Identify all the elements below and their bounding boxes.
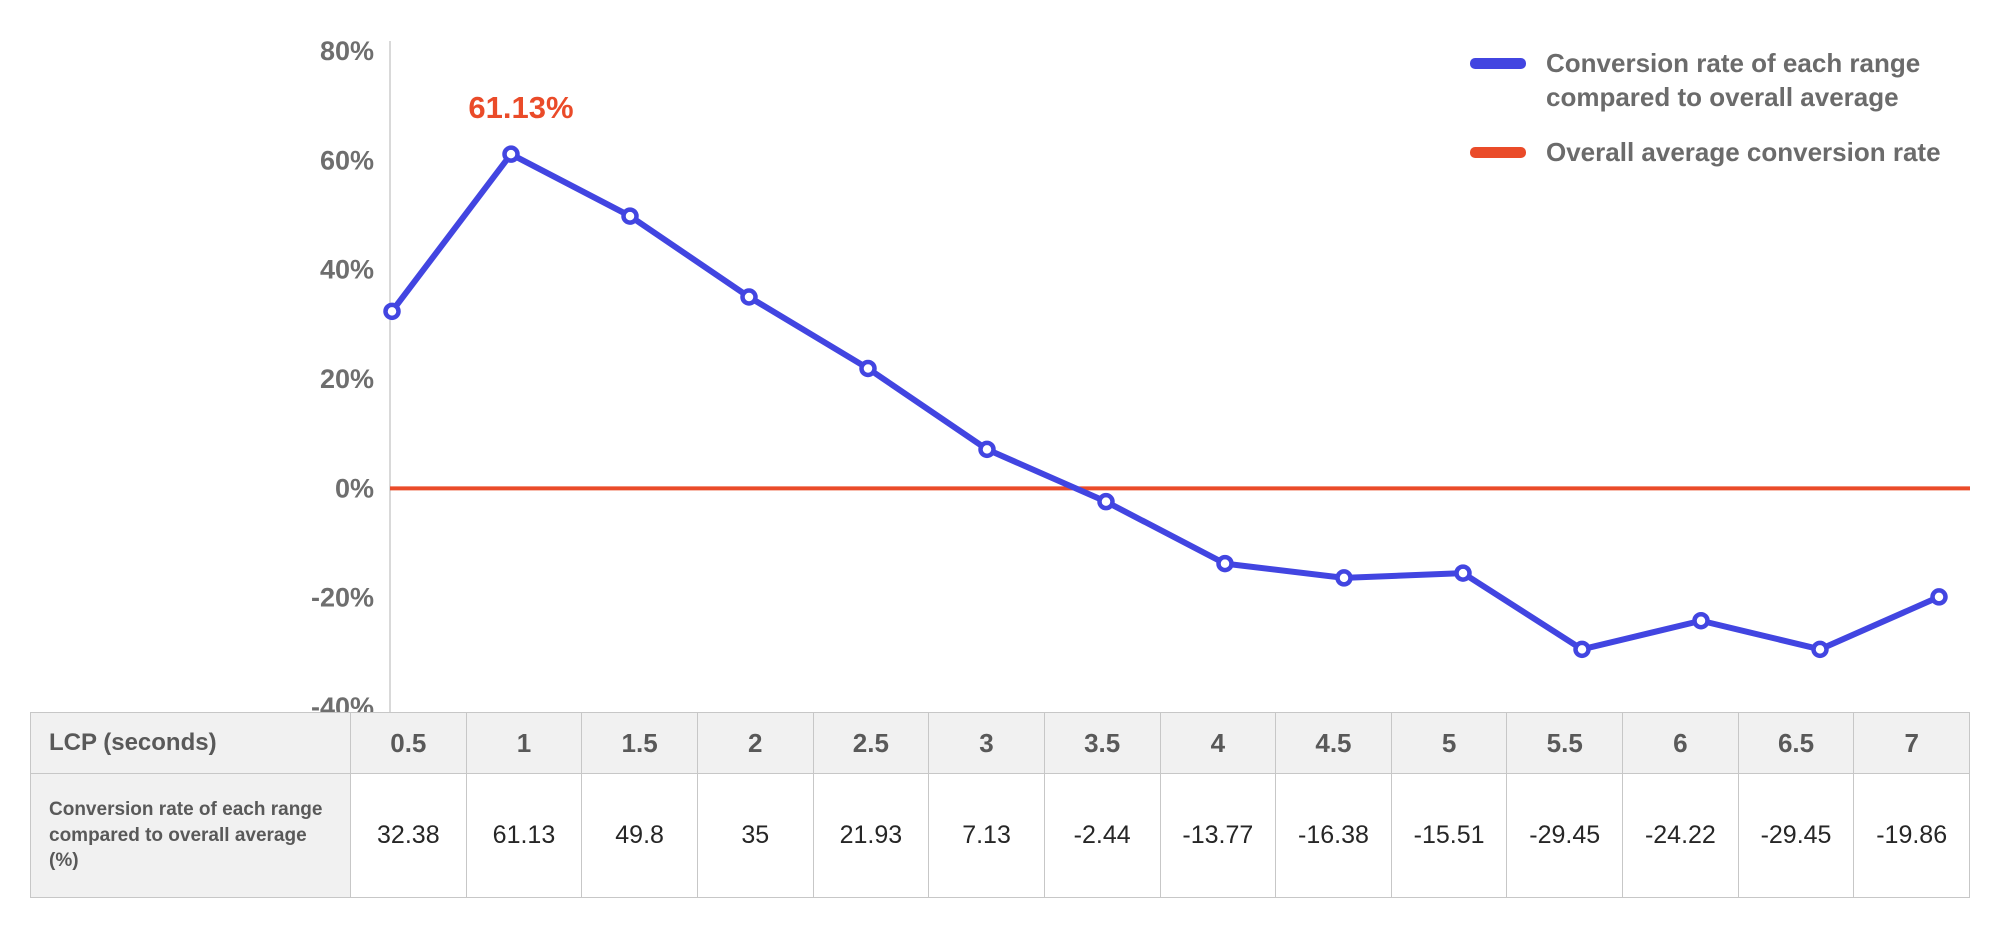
table-column-header: 0.5	[351, 713, 467, 774]
line-chart: 80% 60% 40% 20% 0% -20% -40% 61.13%	[311, 36, 1970, 712]
data-point-marker	[1692, 611, 1710, 630]
legend-item-conversion-series: Conversion rate of each range compared t…	[1470, 46, 1946, 115]
table-column-header: 2	[697, 713, 814, 774]
table-column-header: 4.5	[1276, 713, 1392, 774]
y-tick-label: -40%	[311, 692, 374, 712]
table-value-cell: -2.44	[1044, 774, 1161, 898]
table-column-header: 1.5	[582, 713, 698, 774]
legend: Conversion rate of each range compared t…	[1470, 46, 1946, 169]
table-column-header: 6	[1623, 713, 1739, 774]
data-point-marker	[1573, 640, 1591, 659]
legend-item-average: Overall average conversion rate	[1470, 135, 1946, 169]
y-tick-label: -20%	[311, 583, 374, 613]
table-column-header: 1	[466, 713, 583, 774]
table-column-header: 5	[1391, 713, 1508, 774]
data-table: LCP (seconds) 0.5 1 1.5 2 2.5 3 3.5 4 4.5 5 5.5 6 6.5…	[30, 712, 1970, 898]
data-point-marker	[502, 145, 520, 163]
data-point-marker	[859, 359, 877, 378]
data-point-marker	[1097, 492, 1115, 511]
table-column-header: 4	[1160, 713, 1277, 774]
table-value-cell: 35	[697, 774, 814, 898]
table-column-header: 5.5	[1507, 713, 1624, 774]
data-point-marker	[978, 440, 996, 459]
table-column-header: 7	[1854, 713, 1970, 774]
table-value-cell: 32.38	[351, 774, 467, 898]
table-value-cell: -24.22	[1623, 774, 1739, 898]
data-point-marker	[1454, 564, 1472, 582]
table-value-cell: 49.8	[582, 774, 698, 898]
table-header-label: LCP (seconds)	[31, 713, 351, 774]
table-value-cell: -15.51	[1391, 774, 1508, 898]
table-value-cell: -16.38	[1276, 774, 1392, 898]
legend-swatch-conversion	[1470, 58, 1526, 69]
y-tick-label: 0%	[335, 473, 374, 503]
data-point-marker	[1811, 640, 1829, 659]
y-tick-label: 80%	[320, 36, 374, 66]
table-value-cell: -13.77	[1160, 774, 1277, 898]
data-point-marker	[621, 207, 639, 225]
data-point-marker	[740, 288, 758, 306]
data-point-marker	[1216, 554, 1234, 573]
table-column-header: 6.5	[1738, 713, 1855, 774]
table-value-cell: -19.86	[1854, 774, 1970, 898]
table-row-label: Conversion rate of each range compared t…	[31, 774, 351, 898]
legend-label-conversion: Conversion rate of each range compared t…	[1546, 48, 1921, 113]
data-point-marker	[1335, 569, 1353, 587]
peak-annotation: 61.13%	[468, 90, 573, 125]
table-column-header: 3.5	[1044, 713, 1161, 774]
legend-label-average: Overall average conversion rate	[1546, 136, 1941, 167]
table-column-header: 3	[929, 713, 1045, 774]
table-value-cell: -29.45	[1738, 774, 1855, 898]
table-value-cell: 21.93	[813, 774, 930, 898]
table-value-cell: -29.45	[1507, 774, 1624, 898]
y-tick-label: 40%	[320, 255, 374, 285]
data-point-marker	[1930, 588, 1948, 606]
data-point-marker	[383, 302, 401, 321]
conversion-line	[389, 151, 1942, 653]
legend-swatch-average	[1470, 146, 1526, 158]
y-tick-label: 20%	[320, 364, 374, 394]
table-value-cell: 7.13	[929, 774, 1045, 898]
table-value-cell: 61.13	[466, 774, 583, 898]
table-column-header: 2.5	[813, 713, 930, 774]
y-tick-label: 60%	[320, 145, 374, 175]
